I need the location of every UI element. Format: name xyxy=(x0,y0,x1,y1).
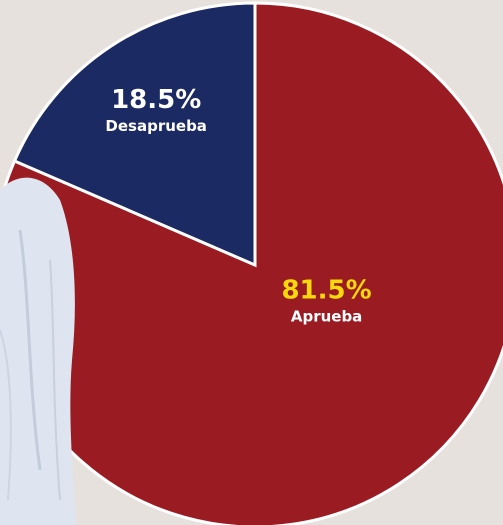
labels: 81.5% Aprueba 18.5% Desaprueba xyxy=(105,85,371,325)
pie-slice xyxy=(12,1,257,268)
value-label: 18.5% xyxy=(111,85,201,115)
category-label: Aprueba xyxy=(291,308,362,326)
person-photo xyxy=(0,177,76,525)
value-label: 81.5% xyxy=(281,276,371,306)
category-label: Desaprueba xyxy=(105,117,207,135)
